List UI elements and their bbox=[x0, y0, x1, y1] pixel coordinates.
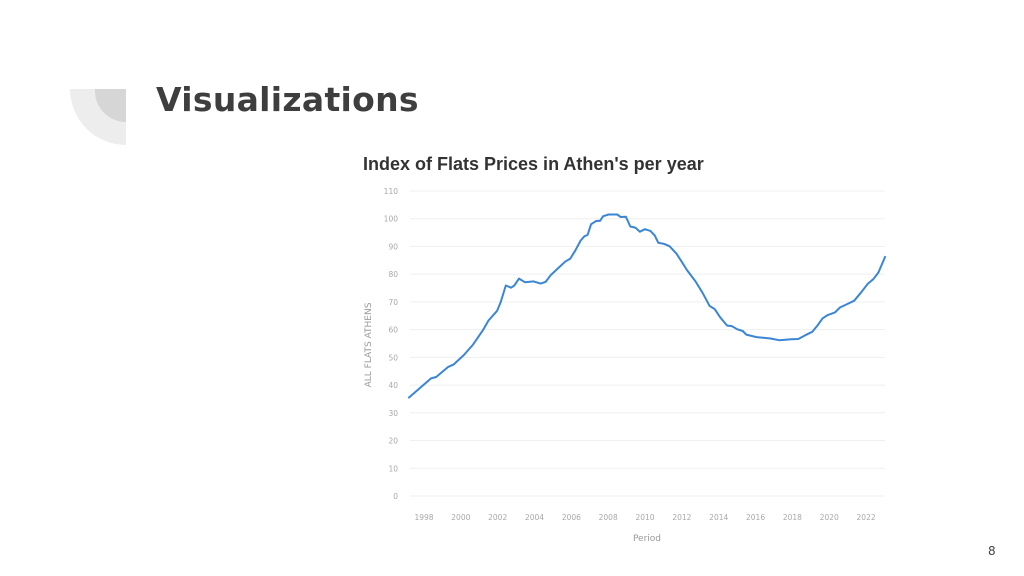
x-tick-label: 2016 bbox=[746, 513, 765, 522]
y-tick-label: 90 bbox=[388, 242, 398, 251]
x-tick-labels: 1998 2000 2002 2004 2006 2008 2010 2012 2014 2016… bbox=[414, 513, 875, 522]
y-tick-label: 20 bbox=[388, 437, 398, 446]
series-line bbox=[407, 213, 887, 399]
y-tick-label: 50 bbox=[388, 353, 398, 362]
x-tick-label: 2012 bbox=[672, 513, 691, 522]
y-tick-label: 100 bbox=[384, 215, 399, 224]
y-tick-label: 80 bbox=[388, 270, 398, 279]
y-tick-label: 60 bbox=[388, 326, 398, 335]
x-tick-label: 2010 bbox=[635, 513, 654, 522]
y-tick-label: 40 bbox=[388, 381, 398, 390]
x-tick-label: 2004 bbox=[525, 513, 544, 522]
x-tick-label: 2018 bbox=[783, 513, 802, 522]
y-tick-label: 30 bbox=[388, 409, 398, 418]
x-tick-label: 2000 bbox=[451, 513, 470, 522]
x-tick-label: 2008 bbox=[599, 513, 618, 522]
x-tick-label: 1998 bbox=[414, 513, 433, 522]
y-tick-labels: 0 10 20 30 40 50 60 70 80 90 100 110 bbox=[384, 187, 399, 501]
x-tick-label: 2014 bbox=[709, 513, 728, 522]
y-tick-label: 110 bbox=[384, 187, 399, 196]
x-tick-label: 2020 bbox=[820, 513, 839, 522]
slide-title: Visualizations bbox=[156, 80, 419, 119]
y-axis-label: ALL FLATS ATHENS bbox=[364, 302, 374, 387]
y-tick-label: 0 bbox=[393, 492, 398, 501]
x-tick-label: 2006 bbox=[562, 513, 581, 522]
y-tick-label: 10 bbox=[388, 464, 398, 473]
x-axis-label: Period bbox=[633, 534, 661, 544]
chart-title: Index of Flats Prices in Athen's per yea… bbox=[363, 154, 704, 174]
x-tick-label: 2022 bbox=[857, 513, 876, 522]
x-tick-label: 2002 bbox=[488, 513, 507, 522]
page-number: 8 bbox=[988, 544, 996, 558]
y-tick-label: 70 bbox=[388, 298, 398, 307]
gridlines bbox=[410, 190, 885, 497]
